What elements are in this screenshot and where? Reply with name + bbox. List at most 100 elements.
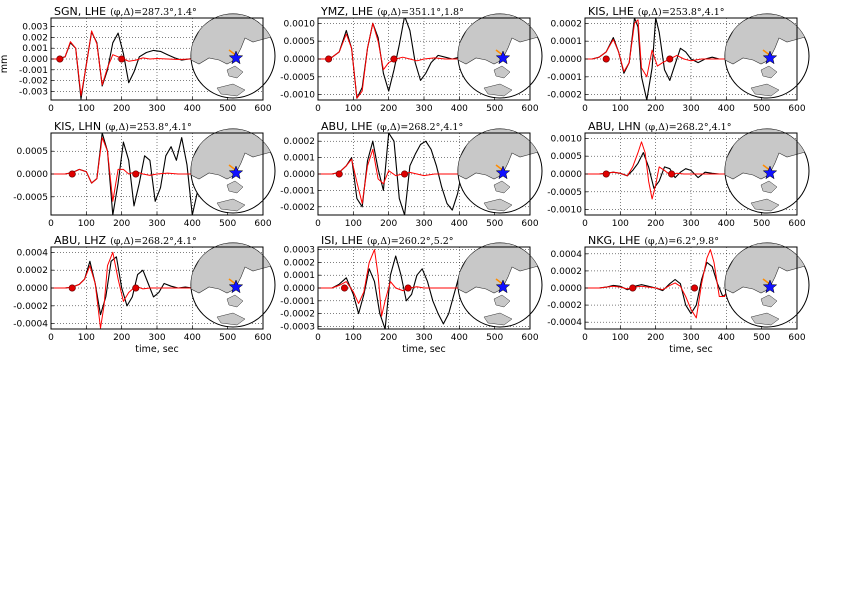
epicenter-star-icon [495,50,511,65]
continent-shape [725,14,809,65]
x-tick-label: 500 [486,219,503,229]
chart-title: NKG, LHE (φ,Δ)=6.2°,9.8° [588,234,719,247]
island-shape [760,180,778,194]
y-tick-label: 0.0001 [284,154,316,164]
y-tick-label: -0.003 [19,87,48,97]
x-tick-label: 0 [582,219,588,229]
x-tick-label: 600 [254,104,271,114]
x-tick-label: 0 [48,219,54,229]
chart-panel: 0 100 200 300 400 500 6000.0030.0020.0010.000-… [19,5,276,114]
angle-label: (φ,Δ)=253.8°,4.1° [105,122,192,133]
x-tick-label: 600 [521,219,538,229]
x-tick-label: 400 [184,333,201,343]
continent-shape [191,14,275,65]
phase-marker [390,55,398,63]
phase-marker [404,284,412,292]
y-tick-label: 0.0010 [284,19,316,29]
chart-panel: 0 100 200 300 400 500 600 0.0005 0.0000 -0.0005 KI… [13,120,276,229]
y-tick-label: 0.0001 [284,271,316,281]
x-tick-label: 100 [345,104,362,114]
y-tick-label: 0.0002 [551,267,583,277]
landmass [725,14,809,97]
globe-inset-map [724,242,810,328]
angle-label: (φ,Δ)=253.8°,4.1° [638,7,725,18]
synthetic-waveform-line [318,249,474,317]
chart-title: ABU, LHE (φ,Δ)=268.2°,4.1° [321,120,463,133]
chart-panel: 0 100 200 300 400 500 600 0.0010 0.0005 0.0000 -0.… [280,5,543,114]
x-tick-label: 300 [682,104,699,114]
australia-shape [216,198,246,212]
x-tick-label: 300 [415,333,432,343]
x-tick-label: 200 [113,219,130,229]
phase-marker [666,55,674,63]
angle-label: (φ,Δ)=268.2°,4.1° [645,122,732,133]
globe-inset-map [190,128,276,214]
y-unit-label: mm [0,55,10,74]
x-tick-label: 400 [184,219,201,229]
y-tick-label: 0.0000 [284,284,316,294]
y-tick-label: 0.0010 [551,134,583,144]
phase-marker [132,170,140,178]
x-tick-label: 300 [415,104,432,114]
island-shape [226,65,244,79]
x-tick-label: 100 [345,333,362,343]
phase-marker [325,55,333,63]
globe-inset-map [457,128,543,214]
australia-shape [483,198,513,212]
australia-shape [483,83,513,97]
x-tick-label: 400 [451,219,468,229]
x-tick-label: 200 [647,333,664,343]
x-tick-label: 0 [582,333,588,343]
phase-marker [340,284,348,292]
y-tick-label: 0.0001 [551,37,583,47]
synthetic-waveform-line [585,249,741,319]
chart-title: ABU, LHZ (φ,Δ)=268.2°,4.1° [54,234,197,247]
australia-shape [750,83,780,97]
x-tick-label: 300 [148,333,165,343]
phase-marker [629,284,637,292]
australia-shape [483,312,513,326]
x-tick-label: 0 [315,219,321,229]
chart-panel: 0 100 200 300 400 500 600 0.0010 0.0005 0.0000 -0.… [547,120,810,229]
globe-inset-map [457,13,543,99]
x-tick-label: 400 [718,219,735,229]
x-tick-label: 100 [612,104,629,114]
y-tick-label: -0.0010 [280,91,315,101]
continent-shape [458,129,542,180]
y-tick-label: 0.0000 [17,284,49,294]
globe-inset-map [190,13,276,99]
y-tick-label: -0.0003 [280,322,315,332]
angle-label: (φ,Δ)=268.2°,4.1° [110,236,197,247]
x-tick-label: 300 [682,219,699,229]
y-tick-label: 0.0002 [284,258,316,268]
landmass [725,243,809,326]
x-tick-label: 500 [753,104,770,114]
globe-inset-map [724,128,810,214]
island-shape [226,180,244,194]
x-tick-label: 400 [184,104,201,114]
island-shape [493,65,511,79]
station-label: YMZ, LHE [320,5,373,18]
chart-panel: 0 100 200 300 400 500 600 0.0004 0.0002 0.0000 -0.… [547,234,810,355]
continent-shape [191,129,275,180]
x-tick-label: 0 [315,333,321,343]
island-shape [226,294,244,308]
x-tick-label: 100 [78,104,95,114]
x-axis-label: time, sec [402,344,446,355]
epicenter-star-icon [495,165,511,180]
epicenter-star-icon [228,165,244,180]
station-label: ABU, LHZ [54,234,107,247]
x-tick-label: 0 [315,104,321,114]
observed-waveform-line [318,255,474,329]
epicenter-star-icon [762,165,778,180]
y-tick-label: 0.0005 [17,147,49,157]
y-tick-label: -0.0005 [280,73,315,83]
x-tick-label: 0 [48,333,54,343]
y-tick-label: 0.0005 [551,152,583,162]
x-tick-label: 200 [113,104,130,114]
phase-marker [68,284,76,292]
y-tick-label: -0.0002 [13,302,48,312]
y-tick-label: 0.000 [22,55,48,65]
x-tick-label: 0 [582,104,588,114]
x-axis-label: time, sec [669,344,713,355]
